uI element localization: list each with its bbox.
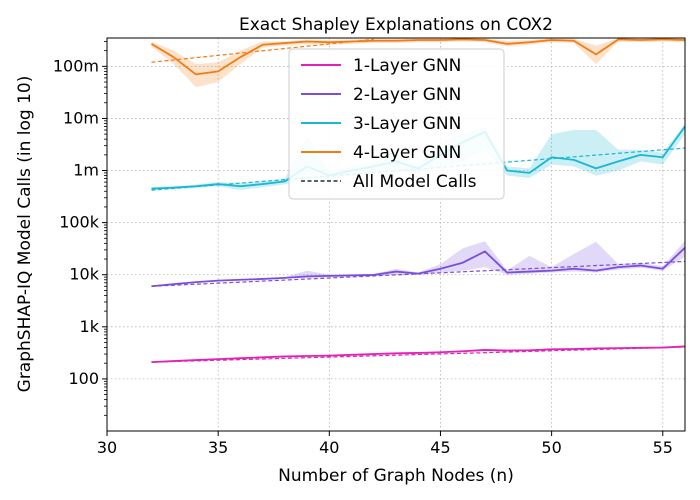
y-tick-label: 10k bbox=[69, 265, 99, 284]
legend-label: All Model Calls bbox=[353, 172, 477, 192]
trend-series-1 bbox=[151, 346, 685, 363]
x-tick-label: 35 bbox=[208, 438, 228, 457]
legend-box bbox=[288, 48, 505, 200]
y-axis-label: GraphSHAP-IQ Model Calls (in log 10) bbox=[15, 76, 35, 393]
line-series-4 bbox=[150, 38, 685, 76]
chart-title: Exact Shapley Explanations on COX2 bbox=[239, 15, 553, 35]
y-tick-label: 100m bbox=[53, 56, 99, 75]
line-series-1 bbox=[151, 345, 685, 364]
y-axis-ticks: 100 1k 10k 100k 1m 10m 100m bbox=[53, 41, 107, 416]
trend-series-4 bbox=[151, 38, 374, 63]
band-series-3 bbox=[151, 123, 685, 191]
x-tick-label: 40 bbox=[319, 438, 339, 457]
legend-label: 4-Layer GNN bbox=[353, 143, 461, 163]
y-tick-label: 1k bbox=[80, 317, 100, 336]
x-axis-ticks: 30 35 40 45 50 55 bbox=[97, 431, 673, 457]
line-series-2 bbox=[151, 247, 685, 288]
band-series-2 bbox=[151, 240, 685, 288]
x-tick-label: 30 bbox=[97, 438, 117, 457]
y-tick-label: 10m bbox=[63, 108, 99, 127]
x-tick-label: 55 bbox=[653, 438, 673, 457]
x-tick-label: 50 bbox=[541, 438, 561, 457]
y-tick-label: 100 bbox=[68, 369, 99, 388]
legend-label: 1-Layer GNN bbox=[353, 56, 461, 76]
legend: 1-Layer GNN 2-Layer GNN 3-Layer GNN 4-Layer… bbox=[288, 48, 505, 200]
legend-label: 3-Layer GNN bbox=[353, 114, 461, 134]
legend-label: 2-Layer GNN bbox=[353, 85, 461, 105]
x-tick-label: 45 bbox=[430, 438, 450, 457]
y-tick-label: 100k bbox=[59, 213, 100, 232]
x-axis-label: Number of Graph Nodes (n) bbox=[278, 466, 514, 486]
band-series-4 bbox=[151, 38, 685, 88]
y-tick-label: 1m bbox=[73, 161, 99, 180]
